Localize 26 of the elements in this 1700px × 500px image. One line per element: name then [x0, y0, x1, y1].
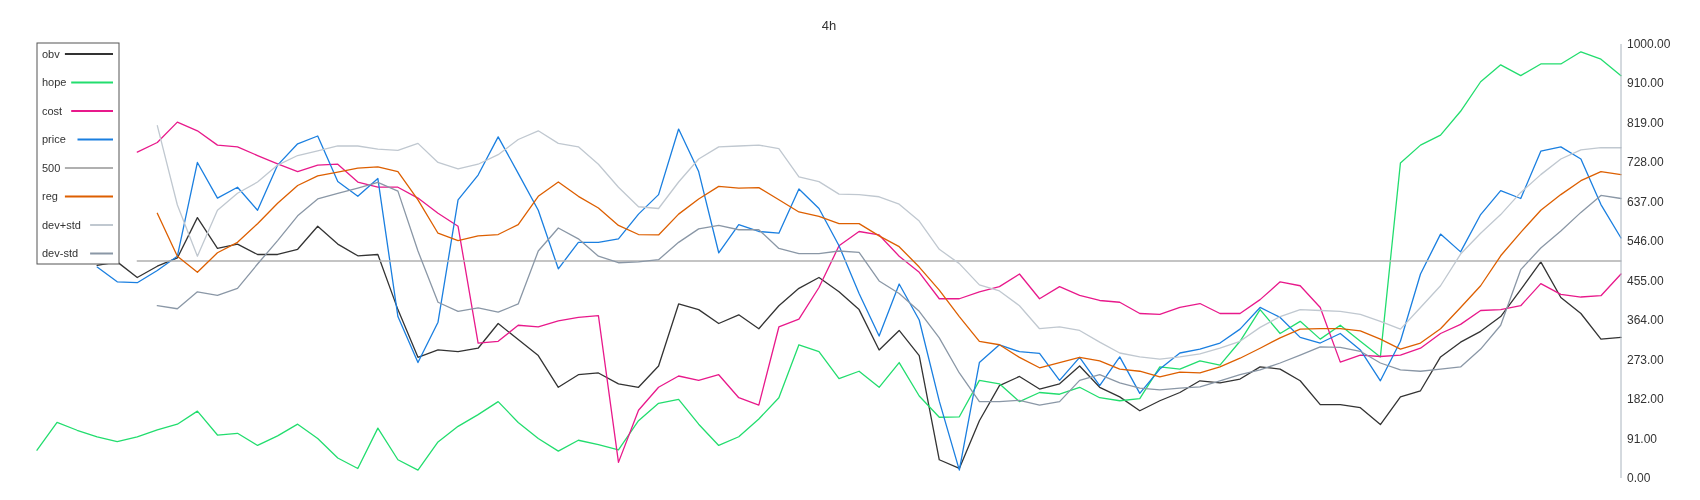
y-tick-label: 273.00	[1627, 352, 1665, 367]
legend-label: reg	[42, 190, 58, 203]
y-tick-label: 1000.00	[1627, 37, 1671, 52]
legend-label: price	[42, 133, 66, 146]
legend-label: 500	[42, 161, 61, 174]
line-series	[96, 216, 1622, 470]
line-series	[156, 181, 1622, 406]
y-tick-label: 91.00	[1627, 431, 1658, 446]
y-tick-label: 455.00	[1627, 273, 1665, 288]
legend-label: dev-std	[42, 247, 79, 260]
y-tick-label: 910.00	[1627, 76, 1665, 91]
line-series	[36, 51, 1622, 471]
y-tick-label: 364.00	[1627, 313, 1665, 328]
legend-label: obv	[42, 47, 61, 60]
legend-label: cost	[42, 104, 63, 117]
legend-label: dev+std	[42, 218, 81, 231]
y-tick-label: 728.00	[1627, 155, 1665, 170]
y-tick-label: 182.00	[1627, 392, 1665, 407]
y-tick-label: 0.00	[1627, 471, 1651, 486]
line-series	[156, 124, 1622, 360]
line-series	[156, 166, 1622, 378]
chart-title: 4h	[821, 18, 837, 33]
y-tick-label: 819.00	[1627, 115, 1665, 130]
y-tick-label: 637.00	[1627, 194, 1665, 209]
legend-label: hope	[42, 76, 67, 89]
y-tick-label: 546.00	[1627, 234, 1665, 249]
